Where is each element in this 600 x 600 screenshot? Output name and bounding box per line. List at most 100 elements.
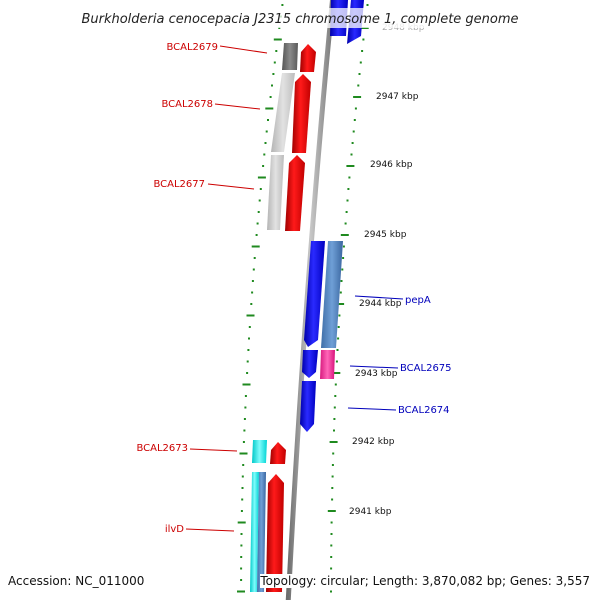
gene-feature[interactable] <box>271 73 295 152</box>
minor-tick <box>241 475 244 478</box>
scale-label: 2945 kbp <box>364 230 407 240</box>
gene-label[interactable]: ilvD <box>165 524 184 535</box>
minor-tick <box>275 50 278 52</box>
minor-tick <box>263 153 266 156</box>
gene-feature[interactable] <box>292 74 311 153</box>
major-tick <box>251 245 260 248</box>
gene-label[interactable]: BCAL2673 <box>136 443 188 454</box>
gene-feature[interactable] <box>302 350 318 378</box>
minor-tick <box>262 165 265 167</box>
gene-feature[interactable] <box>321 241 343 348</box>
gene-label[interactable]: BCAL2678 <box>161 99 213 110</box>
minor-tick <box>351 142 354 144</box>
minor-tick <box>330 533 333 535</box>
minor-tick <box>335 360 338 363</box>
major-tick <box>265 107 274 110</box>
gene-feature[interactable] <box>320 350 335 379</box>
minor-tick <box>331 498 334 501</box>
minor-tick <box>331 487 334 489</box>
minor-tick <box>243 418 246 420</box>
major-tick <box>242 383 251 386</box>
minor-tick <box>337 326 340 328</box>
minor-tick <box>240 567 243 570</box>
minor-tick <box>336 349 339 351</box>
minor-tick <box>257 211 260 213</box>
gene-feature[interactable] <box>282 43 298 70</box>
gene-feature[interactable] <box>304 241 325 347</box>
gene-feature[interactable] <box>285 155 305 231</box>
minor-tick <box>267 119 269 121</box>
scale-label: 2944 kbp <box>359 299 402 309</box>
minor-tick <box>359 61 362 64</box>
gene-feature[interactable] <box>300 44 316 72</box>
minor-tick <box>281 4 284 6</box>
minor-tick <box>243 429 246 432</box>
minor-tick <box>347 188 350 190</box>
minor-tick <box>264 142 267 144</box>
major-tick <box>346 165 355 167</box>
major-tick <box>257 176 266 179</box>
minor-tick <box>353 119 356 121</box>
minor-tick <box>251 291 254 294</box>
gene-feature[interactable] <box>270 442 286 464</box>
minor-tick <box>269 96 272 98</box>
major-tick <box>246 314 255 317</box>
minor-tick <box>248 337 250 340</box>
gene-feature[interactable] <box>257 472 266 592</box>
minor-tick <box>342 245 345 248</box>
minor-tick <box>339 291 342 294</box>
minor-tick <box>253 257 256 259</box>
minor-tick <box>333 406 336 409</box>
minor-tick <box>273 61 276 64</box>
minor-tick <box>352 130 355 133</box>
minor-tick <box>337 337 340 340</box>
minor-tick <box>354 107 357 110</box>
minor-tick <box>361 50 364 52</box>
minor-tick <box>341 268 344 271</box>
minor-tick <box>252 268 255 271</box>
minor-tick <box>244 406 247 409</box>
scale-label: 2941 kbp <box>349 507 392 517</box>
gene-label[interactable]: pepA <box>405 295 431 306</box>
minor-tick <box>259 188 262 190</box>
minor-tick <box>357 84 360 87</box>
minor-tick <box>256 222 259 225</box>
major-tick <box>273 38 282 41</box>
minor-tick <box>244 395 247 397</box>
gene-labels: BCAL2679 BCAL2678 BCAL2677 BCAL2673 ilvD… <box>136 42 451 535</box>
minor-tick <box>271 84 273 87</box>
major-tick <box>239 452 248 455</box>
minor-tick <box>241 487 244 489</box>
minor-tick <box>330 556 333 558</box>
major-tick <box>340 234 349 236</box>
minor-tick <box>330 521 333 524</box>
gene-label[interactable]: BCAL2675 <box>400 363 452 374</box>
minor-tick <box>344 222 347 225</box>
minor-tick <box>332 452 335 455</box>
gene-feature[interactable] <box>250 472 259 592</box>
minor-tick <box>242 464 245 466</box>
minor-tick <box>250 303 253 305</box>
scale-label: 2947 kbp <box>376 92 419 102</box>
minor-tick <box>240 510 243 512</box>
gene-feature[interactable] <box>252 440 267 463</box>
minor-tick <box>251 280 254 282</box>
minor-tick <box>255 234 258 236</box>
minor-tick <box>350 153 353 156</box>
minor-tick <box>240 556 243 558</box>
tick-ring-inner <box>237 4 284 593</box>
gene-label[interactable]: BCAL2674 <box>398 405 450 416</box>
minor-tick <box>358 73 361 75</box>
scale-label: 2943 kbp <box>355 369 398 379</box>
gene-label[interactable]: BCAL2679 <box>166 42 218 53</box>
gene-feature[interactable] <box>267 155 284 230</box>
gene-label[interactable]: BCAL2677 <box>153 179 205 190</box>
gene-feature[interactable] <box>300 381 316 432</box>
gene-feature[interactable] <box>266 474 284 592</box>
minor-tick <box>366 4 369 6</box>
major-tick <box>332 372 341 374</box>
minor-tick <box>330 590 332 593</box>
gene-features-left <box>250 43 298 592</box>
minor-tick <box>240 579 243 581</box>
minor-tick <box>345 211 348 213</box>
